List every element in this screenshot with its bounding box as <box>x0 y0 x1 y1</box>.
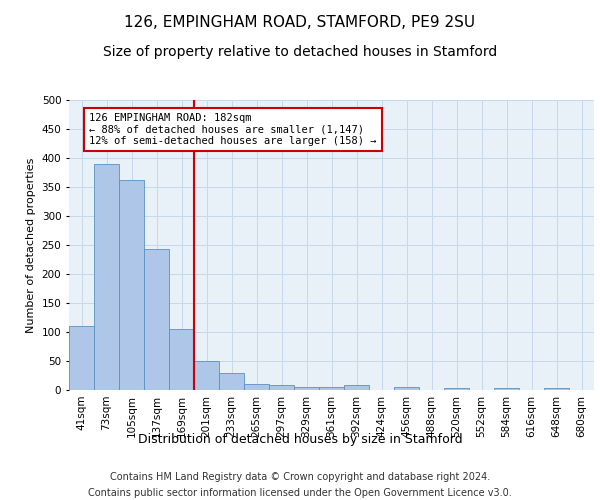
Bar <box>244 384 269 390</box>
Bar <box>394 387 419 390</box>
Text: 126 EMPINGHAM ROAD: 182sqm
← 88% of detached houses are smaller (1,147)
12% of s: 126 EMPINGHAM ROAD: 182sqm ← 88% of deta… <box>89 113 377 146</box>
Bar <box>444 388 469 390</box>
Text: Contains HM Land Registry data © Crown copyright and database right 2024.: Contains HM Land Registry data © Crown c… <box>110 472 490 482</box>
Y-axis label: Number of detached properties: Number of detached properties <box>26 158 36 332</box>
Bar <box>144 249 169 390</box>
Bar <box>544 388 569 390</box>
Bar <box>294 387 319 390</box>
Text: Contains public sector information licensed under the Open Government Licence v3: Contains public sector information licen… <box>88 488 512 498</box>
Text: Distribution of detached houses by size in Stamford: Distribution of detached houses by size … <box>137 432 463 446</box>
Text: 126, EMPINGHAM ROAD, STAMFORD, PE9 2SU: 126, EMPINGHAM ROAD, STAMFORD, PE9 2SU <box>124 15 476 30</box>
Bar <box>94 164 119 390</box>
Bar <box>169 329 194 390</box>
Bar <box>344 386 369 390</box>
Bar <box>269 386 294 390</box>
Text: Size of property relative to detached houses in Stamford: Size of property relative to detached ho… <box>103 45 497 59</box>
Bar <box>69 326 94 390</box>
Bar <box>194 361 219 390</box>
Bar <box>219 372 244 390</box>
Bar <box>119 180 144 390</box>
Bar <box>494 388 519 390</box>
Bar <box>319 387 344 390</box>
